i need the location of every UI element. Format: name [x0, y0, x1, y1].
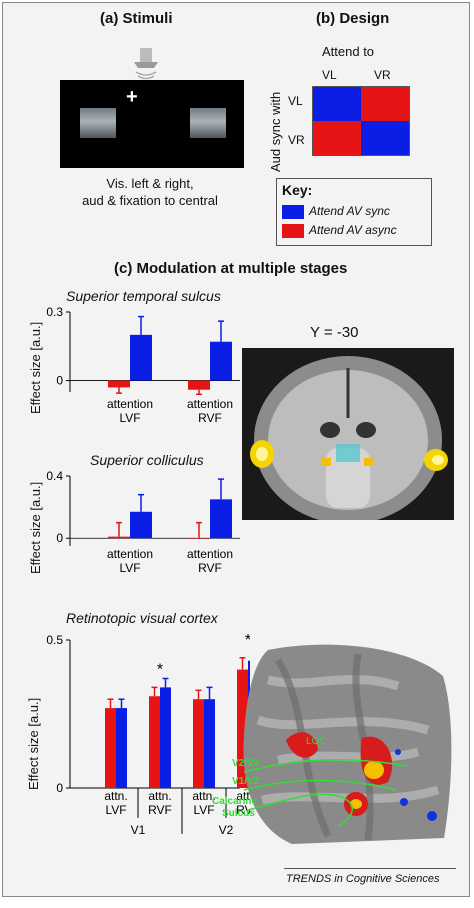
speaker-icon: [128, 46, 164, 80]
key-box: Key: Attend AV sync Attend AV async: [276, 178, 432, 246]
cell-vl-vr: [361, 87, 409, 121]
group-label: LVF: [119, 561, 140, 575]
group-label: attn.: [148, 789, 171, 803]
stimuli-caption-2: aud & fixation to central: [82, 193, 218, 208]
y-tick-label: 0: [56, 531, 63, 545]
row-label-vl: VL: [288, 94, 303, 108]
area-label: V2: [219, 823, 234, 837]
bar: [130, 334, 152, 381]
coronal-brain-image: [242, 348, 454, 520]
bar: [193, 699, 204, 788]
bar: [149, 696, 160, 788]
left-face-stimulus: [80, 108, 116, 138]
group-label: attn.: [192, 789, 215, 803]
y-tick-label: 0.5: [46, 633, 63, 647]
label-v2v3: V2/V3: [232, 758, 260, 769]
group-label: RVF: [198, 561, 222, 575]
label-v1v2: V1/V2: [232, 776, 260, 787]
panel-a-title: (a) Stimuli: [100, 10, 173, 27]
col-label-vl: VL: [322, 68, 337, 82]
rvc-title: Retinotopic visual cortex: [66, 610, 218, 626]
right-face-stimulus: [190, 108, 226, 138]
group-label: attn.: [236, 789, 250, 803]
key-title: Key:: [282, 182, 313, 198]
bar: [116, 708, 127, 788]
flatmap-image: LOC V2/V3 V1/V2 Calcarine Sulcus: [212, 640, 458, 850]
label-calcarine-2: Sulcus: [222, 808, 255, 819]
attend-to-label: Attend to: [322, 44, 375, 59]
bar: [204, 699, 215, 788]
bar: [130, 511, 152, 539]
footer-journal: TRENDS in Cognitive Sciences: [286, 873, 440, 885]
bar: [188, 538, 210, 539]
panel-b-title: (b) Design: [316, 10, 390, 27]
key-label-async: Attend AV async: [309, 223, 397, 237]
key-swatch-sync: [282, 205, 304, 219]
y-tick-label: 0: [56, 374, 63, 388]
group-label: attention: [187, 547, 233, 561]
y-tick-label: 0.4: [46, 469, 63, 483]
group-label: attention: [187, 397, 233, 411]
col-label-vr: VR: [374, 68, 391, 82]
significance-marker: *: [245, 632, 250, 649]
sts-title: Superior temporal sulcus: [66, 288, 221, 304]
label-loc: LOC: [306, 736, 327, 747]
sc-title: Superior colliculus: [90, 452, 204, 468]
stimuli-caption-1: Vis. left & right,: [106, 176, 194, 191]
group-label: LVF: [119, 411, 140, 425]
y-tick-label: 0: [56, 781, 63, 795]
bar: [210, 499, 232, 539]
key-swatch-async: [282, 224, 304, 238]
bar: [210, 341, 232, 381]
fixation-cross: +: [126, 86, 138, 108]
bar: [108, 536, 130, 539]
aud-sync-label: Aud sync with: [268, 91, 283, 172]
row-label-vr: VR: [288, 133, 305, 147]
group-label: attention: [107, 397, 153, 411]
group-label: RVF: [148, 803, 172, 817]
footer-rule: [284, 868, 456, 869]
group-label: LVF: [105, 803, 126, 817]
bar: [108, 380, 130, 388]
cell-vl-vl: [313, 87, 361, 121]
bar: [105, 708, 116, 788]
group-label: LVF: [193, 803, 214, 817]
group-label: RVF: [198, 411, 222, 425]
cell-vr-vl: [313, 121, 361, 155]
significance-marker: *: [157, 661, 163, 678]
bar: [237, 669, 248, 788]
rvc-chart: 0.50attn.LVFattn.RVFattn.LVFattn.RVF**V1…: [46, 632, 250, 837]
area-label: V1: [131, 823, 146, 837]
bar: [188, 380, 210, 390]
group-label: attn.: [104, 789, 127, 803]
coronal-slice-label: Y = -30: [310, 324, 359, 341]
panel-c-title: (c) Modulation at multiple stages: [114, 260, 348, 277]
key-label-sync: Attend AV sync: [309, 204, 390, 218]
group-label: RVF: [236, 803, 250, 817]
design-matrix: [312, 86, 410, 156]
group-label: attention: [107, 547, 153, 561]
bar: [160, 687, 171, 788]
cell-vr-vr: [361, 121, 409, 155]
stimulus-screen: +: [60, 48, 244, 168]
label-calcarine-1: Calcarine: [212, 796, 258, 807]
y-tick-label: 0.3: [46, 305, 63, 319]
